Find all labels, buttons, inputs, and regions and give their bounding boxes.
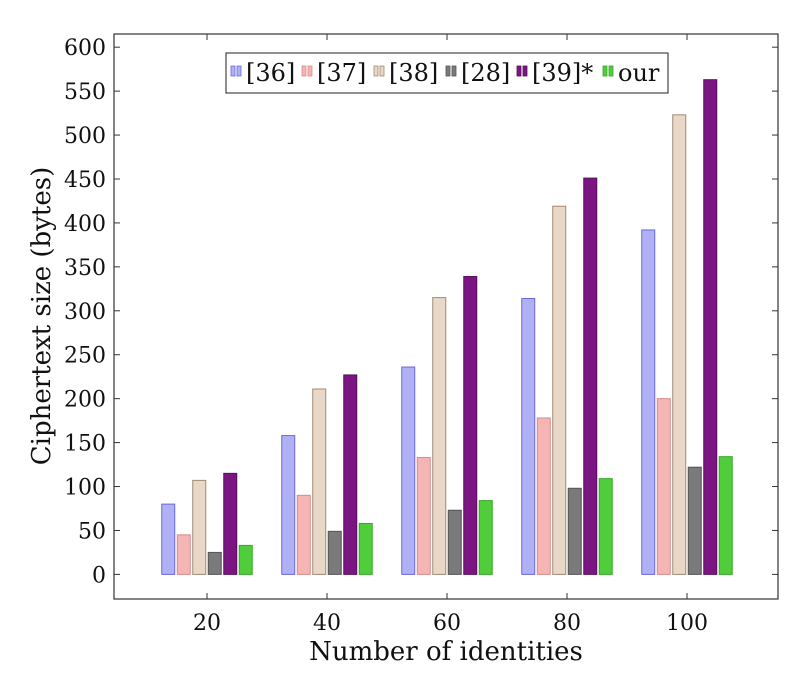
x-tick-label: 20 <box>193 611 221 636</box>
y-tick-label: 0 <box>92 563 106 588</box>
y-tick-label: 450 <box>64 168 106 193</box>
bar-39-20 <box>223 472 238 575</box>
legend-label: [39]* <box>532 59 593 87</box>
bar-36-60 <box>401 366 416 575</box>
bar-28-100 <box>687 466 702 575</box>
bar-37-80 <box>536 417 551 575</box>
legend-swatch <box>602 65 614 77</box>
plot-frame <box>113 33 779 600</box>
y-axis-label: Ciphertext size (bytes) <box>27 167 57 465</box>
bar-38-100 <box>672 114 687 575</box>
legend-label: [38] <box>389 59 438 87</box>
y-tick-label: 50 <box>78 519 106 544</box>
x-tick-label: 80 <box>553 611 581 636</box>
y-tick-label: 150 <box>64 432 106 457</box>
x-tick-label: 40 <box>313 611 341 636</box>
bar-36-40 <box>281 435 296 575</box>
y-ticks-group: 0 50 100 150 200 250 300 350 400 450 500 550 600 <box>64 36 778 588</box>
legend-swatch <box>373 65 385 77</box>
bar-28-40 <box>327 530 342 575</box>
bar-our-40 <box>358 522 373 575</box>
legend-label: [37] <box>317 59 366 87</box>
bar-28-80 <box>567 487 582 575</box>
bars-group <box>161 79 733 575</box>
legend-label: [36] <box>246 59 295 87</box>
legend-swatch <box>230 65 242 77</box>
bar-37-20 <box>176 534 191 575</box>
bar-36-80 <box>521 297 536 575</box>
bar-37-40 <box>296 494 311 575</box>
x-tick-label: 100 <box>666 611 708 636</box>
bar-our-80 <box>598 478 613 575</box>
legend-label: [28] <box>461 59 510 87</box>
y-tick-label: 600 <box>64 36 106 61</box>
bar-38-40 <box>312 388 327 575</box>
y-tick-label: 350 <box>64 256 106 281</box>
y-tick-label: 550 <box>64 80 106 105</box>
bar-our-100 <box>718 456 733 575</box>
legend-swatch <box>301 65 313 77</box>
bar-our-20 <box>238 544 253 575</box>
y-tick-label: 500 <box>64 124 106 149</box>
y-tick-label: 300 <box>64 300 106 325</box>
bar-37-60 <box>416 457 431 575</box>
legend-swatch <box>445 65 457 77</box>
x-axis-label: Number of identities <box>309 637 583 667</box>
bar-37-100 <box>656 398 671 575</box>
bar-39-40 <box>343 374 358 575</box>
bar-38-20 <box>192 479 207 575</box>
bar-39-100 <box>703 79 718 575</box>
y-tick-label: 400 <box>64 212 106 237</box>
bar-28-20 <box>207 551 222 575</box>
bar-39-80 <box>583 177 598 575</box>
y-tick-label: 200 <box>64 388 106 413</box>
bar-38-60 <box>432 297 447 575</box>
bar-39-60 <box>463 276 478 575</box>
legend-swatch <box>516 65 528 77</box>
legend: [36] [37] [38] [28] [39]* our <box>225 52 669 94</box>
x-tick-label: 60 <box>433 611 461 636</box>
bar-36-20 <box>161 503 176 575</box>
y-tick-label: 250 <box>64 344 106 369</box>
bar-36-100 <box>641 229 656 575</box>
y-tick-label: 100 <box>64 476 106 501</box>
bar-our-60 <box>478 500 493 575</box>
bar-38-80 <box>552 205 567 575</box>
legend-label: our <box>618 59 660 87</box>
bar-28-60 <box>447 509 462 575</box>
x-ticks-group: 20 40 60 80 100 <box>193 34 708 636</box>
